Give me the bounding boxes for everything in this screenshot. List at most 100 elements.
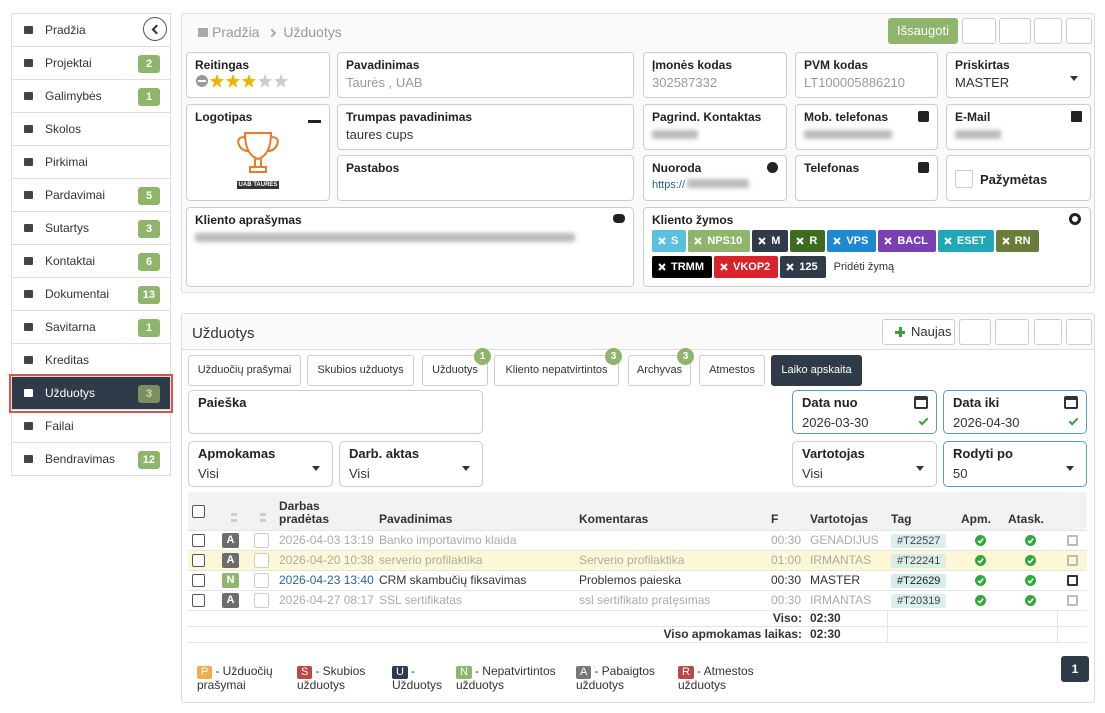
tag-name: R xyxy=(809,235,818,247)
menu-label: Bendravimas xyxy=(45,452,116,466)
menu-item[interactable]: Pardavimai 5 xyxy=(12,179,170,212)
menu-item[interactable]: Pradžia xyxy=(12,14,170,47)
checkbox[interactable] xyxy=(254,572,269,588)
column-header[interactable]: Vartotojas xyxy=(806,492,887,531)
menu-item[interactable]: Projektai 2 xyxy=(12,47,170,80)
column-header[interactable]: Apm. xyxy=(957,492,1004,531)
tab[interactable]: Skubios užduotys xyxy=(307,355,414,386)
collapse-button[interactable] xyxy=(1066,18,1092,44)
column-header[interactable]: F xyxy=(767,492,806,531)
menu-item[interactable]: Užduotys 3 xyxy=(9,374,173,413)
pagination-page[interactable]: 1 xyxy=(1061,656,1089,682)
minimize-button[interactable] xyxy=(1034,18,1062,44)
filter-date_from[interactable]: Data nuo 2026-03-30 xyxy=(792,390,937,434)
rating-star[interactable] xyxy=(209,74,225,88)
minimize-button[interactable] xyxy=(1034,319,1062,345)
breadcrumb-item[interactable]: Pradžia xyxy=(212,24,260,40)
menu-item[interactable]: Skolos xyxy=(12,113,170,146)
task-row[interactable]: N 2026-04-23 13:40 CRM skambučių fiksavima… xyxy=(188,570,1087,591)
open-link-icon[interactable] xyxy=(1066,594,1078,606)
filter-paid[interactable]: Apmokamas Visi xyxy=(188,441,333,487)
menu-item[interactable]: Failai xyxy=(12,410,170,443)
checkbox[interactable] xyxy=(254,592,269,608)
open-button[interactable] xyxy=(962,18,996,44)
tag-remove[interactable] xyxy=(796,237,805,245)
tag-remove[interactable] xyxy=(884,237,893,245)
tab[interactable]: Archyvas 3 xyxy=(628,348,694,386)
link-prefix: https:// xyxy=(652,179,686,191)
checkbox[interactable] xyxy=(955,170,973,188)
checkbox[interactable] xyxy=(192,534,205,548)
filter-date_to[interactable]: Data iki 2026-04-30 xyxy=(943,390,1087,434)
rating-star[interactable] xyxy=(257,74,273,88)
tab[interactable]: Užduotys 1 xyxy=(422,348,491,386)
tag-remove[interactable] xyxy=(833,237,842,245)
task-row[interactable]: A 2026-04-27 08:17 SSL sertifikatas ssl ser… xyxy=(188,590,1087,611)
filter-user[interactable]: Vartotojas Visi xyxy=(792,441,937,487)
menu-icon xyxy=(24,224,33,232)
menu-item[interactable]: Kreditas xyxy=(12,344,170,377)
tab[interactable]: Laiko apskaita xyxy=(771,355,862,386)
column-header[interactable]: Darbas pradėtas xyxy=(275,492,375,531)
tab[interactable]: Kliento nepatvirtintos 3 xyxy=(494,348,622,386)
menu-label: Sutartys xyxy=(45,221,90,235)
tag-remove[interactable] xyxy=(1001,237,1010,245)
task-row[interactable]: A 2026-04-03 13:19 Banko importavimo klaid… xyxy=(188,530,1087,551)
menu-item[interactable]: Kontaktai 6 xyxy=(12,245,170,278)
tag-remove[interactable] xyxy=(758,237,766,245)
menu-item[interactable]: Galimybės 1 xyxy=(12,80,170,113)
checkbox[interactable] xyxy=(192,574,205,588)
tag-remove[interactable] xyxy=(658,263,666,271)
add-tag[interactable]: Pridėti žymą xyxy=(833,261,895,273)
menu-item[interactable]: Dokumentai 13 xyxy=(12,278,170,311)
refresh-button[interactable] xyxy=(959,319,991,345)
column-header[interactable]: Komentaras xyxy=(575,492,767,531)
checkbox[interactable] xyxy=(192,554,205,568)
open-button[interactable] xyxy=(995,319,1029,345)
rating-star[interactable] xyxy=(273,74,289,88)
menu-icon xyxy=(24,191,33,199)
open-link-icon[interactable] xyxy=(1066,554,1078,566)
sidebar-toggle[interactable] xyxy=(143,17,167,41)
column-header[interactable]: Atask. xyxy=(1004,492,1057,531)
checkbox[interactable] xyxy=(254,552,269,568)
filter-act[interactable]: Darb. aktas Visi xyxy=(339,441,483,487)
filter-search[interactable]: Paieška xyxy=(188,390,483,434)
tag-name: NPS10 xyxy=(707,235,743,247)
tag-remove[interactable] xyxy=(658,237,666,245)
field-label: Logotipas xyxy=(195,110,253,124)
rating-star[interactable] xyxy=(225,74,241,88)
new-button[interactable]: Naujas xyxy=(882,319,955,345)
task-row[interactable]: A 2026-04-20 10:38 serverio profilaktika Se… xyxy=(188,550,1087,571)
open-link-icon[interactable] xyxy=(1066,534,1078,546)
menu-item[interactable]: Pirkimai xyxy=(12,146,170,179)
rating-star[interactable] xyxy=(241,74,257,88)
menu-label: Dokumentai xyxy=(45,287,110,301)
save-button[interactable]: Išsaugoti xyxy=(888,18,958,44)
open-link-icon[interactable] xyxy=(1066,574,1078,586)
refresh-button[interactable] xyxy=(999,18,1031,44)
menu-item[interactable]: Sutartys 3 xyxy=(12,212,170,245)
status-cell: N xyxy=(218,570,250,591)
tab[interactable]: Užduočių prašymai xyxy=(188,355,301,386)
tag-remove[interactable] xyxy=(786,263,795,271)
checkbox[interactable] xyxy=(192,504,205,518)
collapse-button[interactable] xyxy=(1066,319,1092,345)
check-circle xyxy=(1025,554,1036,566)
field-value: taures cups xyxy=(346,127,414,142)
column-header[interactable]: Pavadinimas xyxy=(375,492,575,531)
tag-remove[interactable] xyxy=(720,263,728,271)
check-circle xyxy=(975,554,986,566)
checkbox[interactable] xyxy=(254,532,269,548)
menu-item[interactable]: Bendravimas 12 xyxy=(12,443,170,476)
tab[interactable]: Atmestos xyxy=(699,355,765,386)
home-icon xyxy=(198,28,208,37)
tag-remove[interactable] xyxy=(694,237,703,245)
filter-per_page[interactable]: Rodyti po 50 xyxy=(943,441,1087,487)
column-header[interactable]: Tag xyxy=(887,492,957,531)
menu-item[interactable]: Savitarna 1 xyxy=(12,311,170,344)
checkbox[interactable] xyxy=(192,594,205,608)
status-cell: A xyxy=(218,550,250,571)
x-mark xyxy=(658,237,666,245)
tag-remove[interactable] xyxy=(944,237,952,245)
